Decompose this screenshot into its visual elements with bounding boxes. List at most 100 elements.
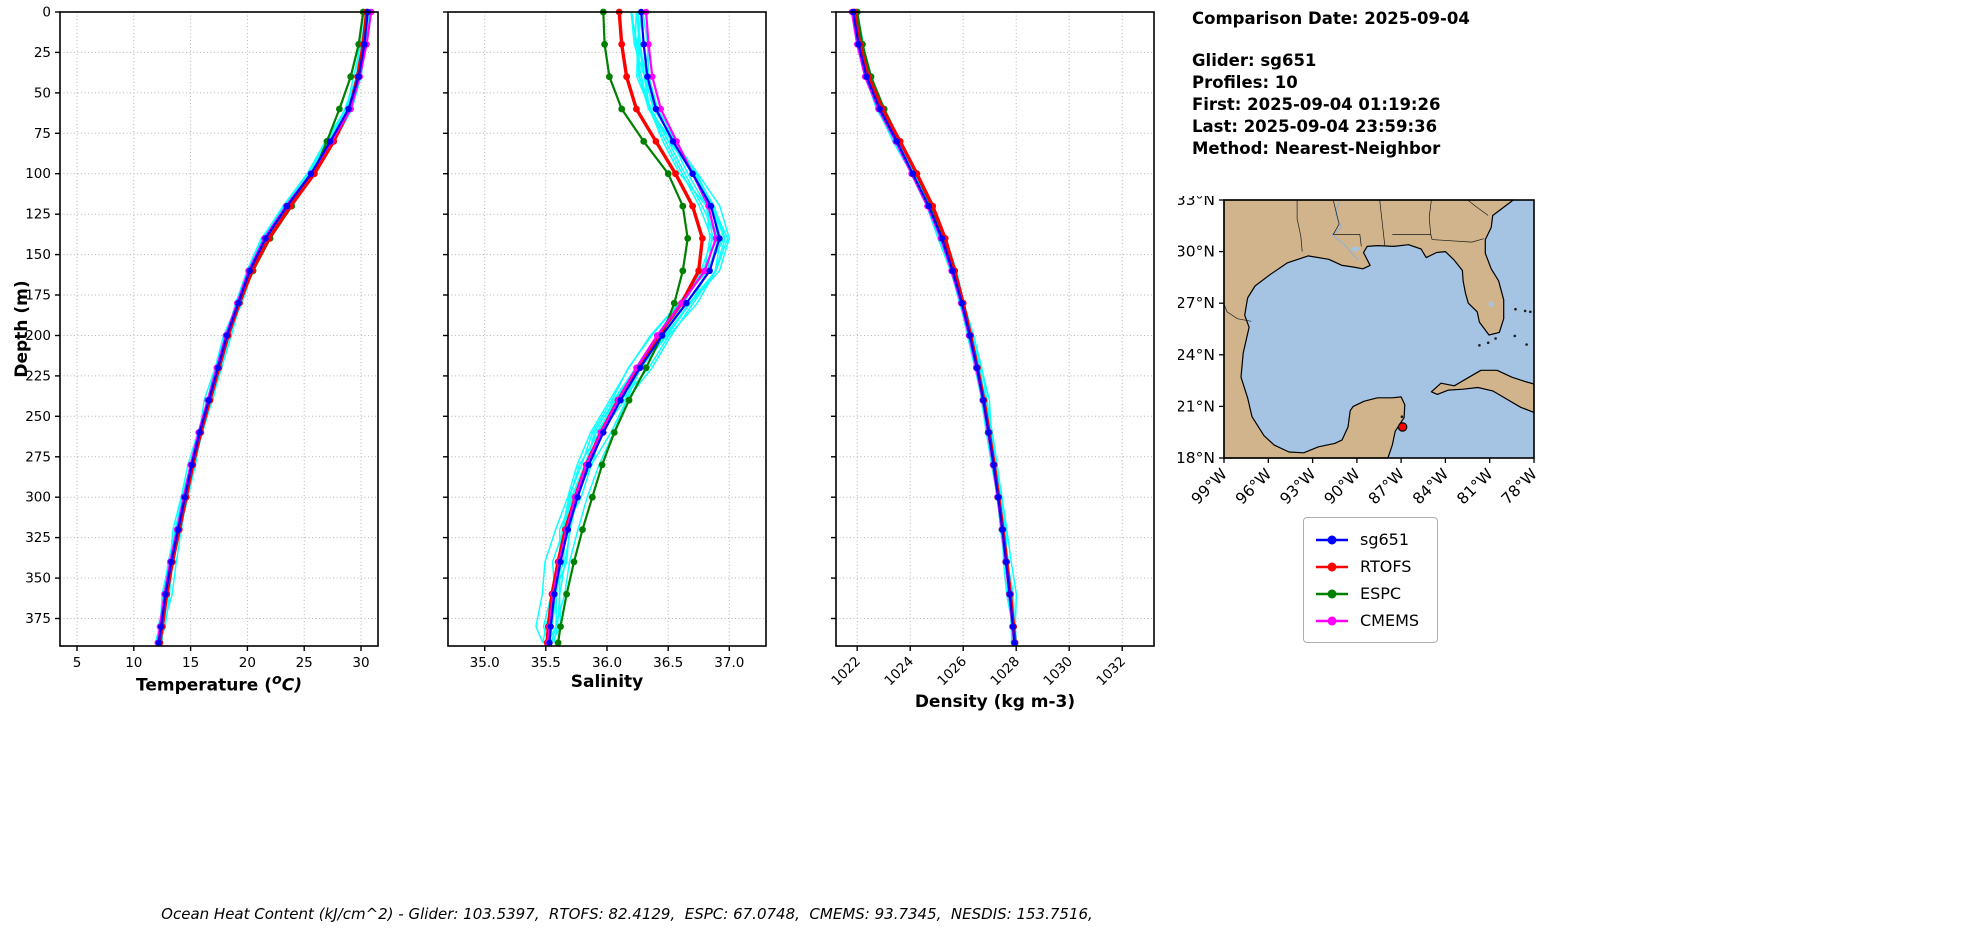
info-panel: Comparison Date: 2025-09-04 Glider: sg65… (1192, 8, 1470, 160)
tick-marks (831, 11, 1123, 651)
last-profile-time-text: Last: 2025-09-04 23:59:36 (1192, 117, 1438, 136)
svg-text:35.5: 35.5 (531, 655, 561, 671)
tick-labels: 5 10 15 20 25 3002550751001251501752002252502… (25, 5, 369, 672)
legend-line-marker-icon (1316, 535, 1348, 544)
svg-text:375: 375 (25, 611, 51, 627)
legend-item-RTOFS: RTOFS (1314, 553, 1419, 580)
depth-axis-label: Depth (m) (12, 280, 32, 378)
svg-text:30°N: 30°N (1178, 243, 1215, 261)
ohc-caption: Ocean Heat Content (kJ/cm^2) - Glider: 1… (161, 905, 1093, 923)
svg-text:78°W: 78°W (1498, 465, 1541, 508)
svg-text:200: 200 (25, 328, 51, 344)
series-CMEMS (848, 8, 1018, 646)
svg-text:0: 0 (42, 5, 51, 21)
lake (1351, 246, 1360, 252)
glider-name-text: Glider: sg651 (1192, 51, 1317, 70)
svg-text:27°N: 27°N (1178, 294, 1215, 312)
legend-label: CMEMS (1360, 611, 1420, 630)
temperature-profile-chart: 5 10 15 20 25 30 0 25 50 75 100 125 150 175 200 225 250 2… (0, 0, 386, 710)
legend-label: sg651 (1360, 530, 1410, 549)
svg-text:225: 225 (25, 368, 51, 384)
legend-items: sg651 RTOFS ESPC CMEMS (1314, 526, 1419, 634)
grid (836, 11, 1154, 646)
legend-line-marker-icon (1316, 562, 1348, 571)
svg-text:75: 75 (34, 126, 51, 142)
svg-text:100: 100 (25, 166, 51, 182)
svg-text:21°N: 21°N (1178, 397, 1215, 415)
profiles-count-text: Profiles: 10 (1192, 73, 1298, 92)
glider-profile-lines (535, 11, 731, 644)
legend: sg651 RTOFS ESPC CMEMS (1303, 517, 1439, 643)
tick-labels: 1022 1024 1026 1028 1030 1032 (828, 654, 1129, 690)
map-svg: 33°N 30°N 27°N 24°N 21°N 18°N99°W 96°W 93°W 90°W… (1176, 191, 1541, 508)
svg-text:35.0: 35.0 (470, 655, 500, 671)
series-CMEMS (545, 8, 720, 646)
grid (448, 11, 766, 646)
svg-text:300: 300 (25, 490, 51, 506)
state-borders (1223, 199, 1489, 322)
svg-text:36.5: 36.5 (653, 655, 683, 671)
lake (1488, 301, 1494, 307)
series-sg651 (850, 8, 1018, 646)
salinity-axis-label: Salinity (570, 672, 644, 692)
density-axis-label: Density (kg m-3) (914, 692, 1076, 712)
svg-text:1026: 1026 (934, 654, 970, 690)
series-RTOFS (156, 8, 370, 647)
svg-text:84°W: 84°W (1409, 465, 1452, 508)
svg-text:150: 150 (25, 247, 51, 263)
svg-text:1032: 1032 (1093, 654, 1129, 690)
small-islands (1400, 307, 1532, 418)
plot-frame (835, 11, 1155, 647)
svg-text:96°W: 96°W (1232, 465, 1275, 508)
map-tick-marks (1219, 199, 1535, 463)
svg-text:18°N: 18°N (1178, 449, 1215, 467)
svg-text:25: 25 (34, 45, 51, 61)
svg-text:20: 20 (239, 655, 256, 671)
map-frame (1223, 199, 1535, 459)
svg-text:81°W: 81°W (1454, 465, 1497, 508)
svg-text:10: 10 (125, 655, 142, 671)
legend-line-marker-icon (1316, 589, 1348, 598)
chart-svg: 35.0 35.5 36.0 36.5 37.0 (443, 8, 767, 671)
density-profile-chart: 1022 1024 1026 1028 1030 1032 (776, 0, 1162, 710)
svg-text:125: 125 (25, 207, 51, 223)
method-text: Method: Nearest-Neighbor (1192, 139, 1441, 158)
legend-label: ESPC (1360, 584, 1402, 603)
legend-item-ESPC: ESPC (1314, 580, 1419, 607)
svg-text:90°W: 90°W (1321, 465, 1364, 508)
legend-label: RTOFS (1360, 557, 1412, 576)
comparison-date-text: Comparison Date: 2025-09-04 (1192, 9, 1470, 28)
svg-text:325: 325 (25, 530, 51, 546)
svg-text:99°W: 99°W (1188, 465, 1231, 508)
svg-text:87°W: 87°W (1365, 465, 1408, 508)
gulf-of-mexico-map: 33°N 30°N 27°N 24°N 21°N 18°N 99°W 96°W 93°W 90°W… (1176, 191, 1544, 516)
tick-marks (443, 11, 730, 651)
salinity-profile-chart: 35.0 35.5 36.0 36.5 37.0 (388, 0, 774, 710)
svg-text:275: 275 (25, 449, 51, 465)
svg-text:30: 30 (352, 655, 369, 671)
coastline (1223, 199, 1535, 459)
svg-text:1022: 1022 (828, 654, 864, 690)
svg-text:5: 5 (73, 655, 82, 671)
svg-text:25: 25 (296, 655, 313, 671)
tick-labels: 35.0 35.5 36.0 36.5 37.0 (470, 655, 745, 671)
tick-marks (55, 11, 362, 651)
glider-position-marker (1397, 422, 1408, 432)
svg-text:36.0: 36.0 (592, 655, 622, 671)
svg-text:15: 15 (182, 655, 199, 671)
lon-tick-labels: 99°W 96°W 93°W 90°W 87°W 84°W 81°W 78°W (1188, 465, 1541, 508)
svg-text:1024: 1024 (881, 654, 917, 690)
plot-frame (59, 11, 379, 647)
grid (60, 11, 378, 646)
legend-line-marker-icon (1316, 616, 1348, 625)
lat-tick-labels: 33°N 30°N 27°N 24°N 21°N 18°N (1176, 191, 1215, 467)
temperature-axis-label: Temperature (oC) (136, 672, 302, 696)
svg-text:1030: 1030 (1040, 654, 1076, 690)
svg-text:37.0: 37.0 (714, 655, 744, 671)
svg-text:250: 250 (25, 409, 51, 425)
svg-text:1028: 1028 (987, 654, 1023, 690)
first-profile-time-text: First: 2025-09-04 01:19:26 (1192, 95, 1441, 114)
series-sg651 (155, 8, 371, 646)
chart-svg: 5 10 15 20 25 3002550751001251501752002252502… (25, 5, 379, 672)
